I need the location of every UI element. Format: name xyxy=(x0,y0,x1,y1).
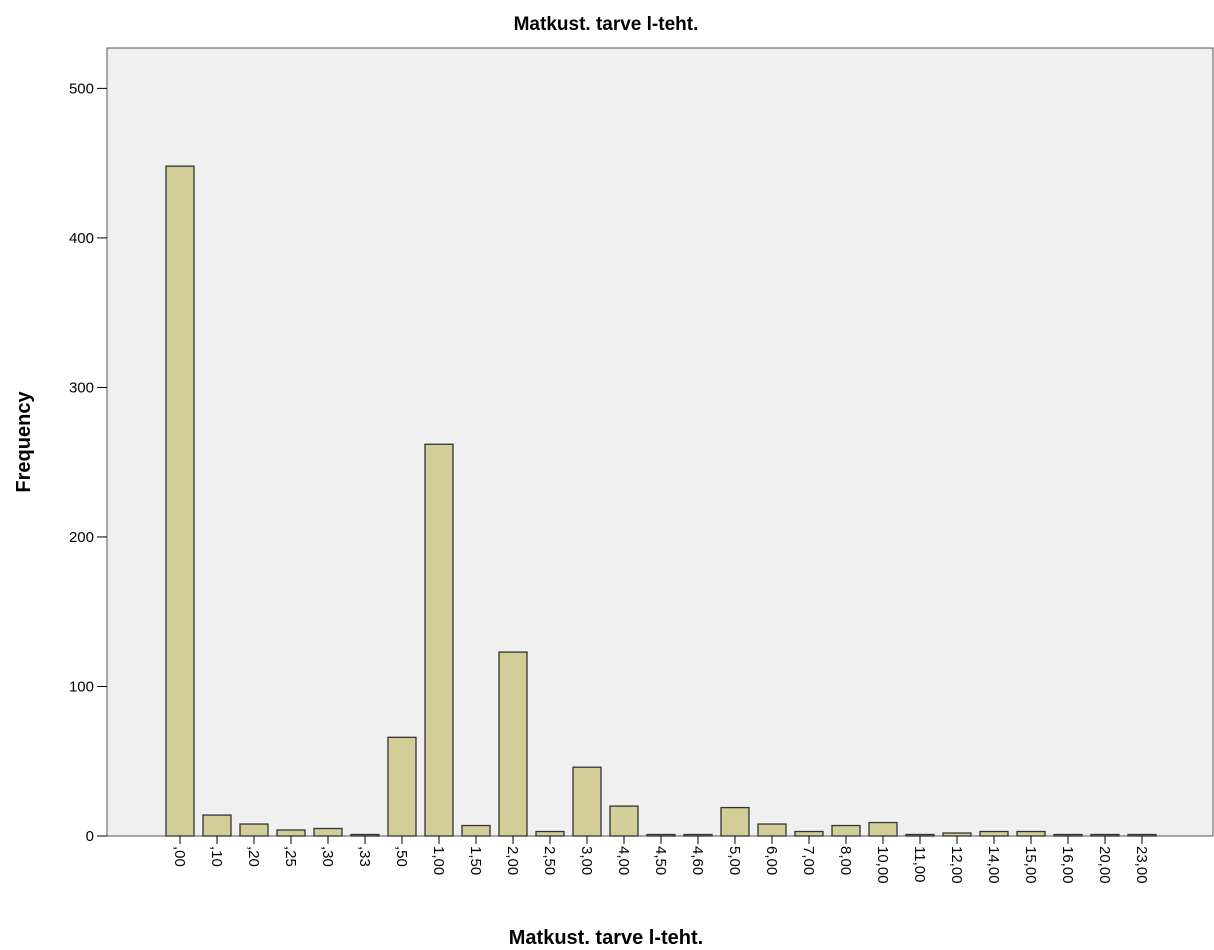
x-axis-title: Matkust. tarve l-teht. xyxy=(509,927,703,949)
x-tick-label: 1,00 xyxy=(430,846,447,875)
x-tick-label: 8,00 xyxy=(837,846,854,875)
bar xyxy=(572,766,602,837)
bar xyxy=(202,814,232,837)
x-tick-label: 4,00 xyxy=(615,846,632,875)
bar xyxy=(905,833,935,837)
bar xyxy=(424,443,454,837)
y-tick-label: 100 xyxy=(69,678,94,695)
x-tick-label: 5,00 xyxy=(726,846,743,875)
bar xyxy=(1090,833,1120,837)
x-tick-label: 10,00 xyxy=(874,846,891,884)
bar xyxy=(165,165,195,837)
bar xyxy=(387,736,417,837)
bar xyxy=(1127,833,1157,837)
x-tick-label: 15,00 xyxy=(1022,846,1039,884)
y-tick-label: 0 xyxy=(86,828,94,845)
bar xyxy=(646,833,676,837)
bar xyxy=(720,806,750,837)
x-tick-label: 4,50 xyxy=(652,846,669,875)
bar xyxy=(942,832,972,837)
x-tick-label: 3,00 xyxy=(578,846,595,875)
x-tick-label: 14,00 xyxy=(985,846,1002,884)
x-tick-label: 12,00 xyxy=(948,846,965,884)
bar xyxy=(461,824,491,837)
x-tick-label: ,33 xyxy=(356,846,373,867)
x-tick-label: ,00 xyxy=(171,846,188,867)
bar xyxy=(239,823,269,837)
x-tick-label: 7,00 xyxy=(800,846,817,875)
x-tick-label: 2,50 xyxy=(541,846,558,875)
x-tick-label: ,30 xyxy=(319,846,336,867)
x-tick-label: 11,00 xyxy=(911,846,928,882)
x-tick-label: 4,60 xyxy=(689,846,706,875)
bar xyxy=(831,824,861,837)
bar xyxy=(757,823,787,837)
bar xyxy=(350,833,380,837)
y-tick-label: 400 xyxy=(69,230,94,247)
x-tick-label: ,25 xyxy=(282,846,299,867)
bar xyxy=(609,805,639,837)
plot-area xyxy=(106,47,1214,837)
x-tick-label: 20,00 xyxy=(1096,846,1113,884)
x-tick-label: ,20 xyxy=(245,846,262,867)
bar xyxy=(313,827,343,837)
x-tick-label: 23,00 xyxy=(1133,846,1150,884)
y-tick-label: 500 xyxy=(69,80,94,97)
bar xyxy=(1016,830,1046,837)
bar xyxy=(979,830,1009,837)
x-tick-label: 2,00 xyxy=(504,846,521,875)
x-tick-label: ,10 xyxy=(208,846,225,867)
x-tick-label: 1,50 xyxy=(467,846,484,875)
bar xyxy=(1053,833,1083,837)
x-tick-label: ,50 xyxy=(393,846,410,867)
bar xyxy=(276,829,306,837)
bar xyxy=(683,833,713,837)
y-tick-label: 300 xyxy=(69,379,94,396)
x-tick-label: 16,00 xyxy=(1059,846,1076,884)
chart-title: Matkust. tarve l-teht. xyxy=(514,14,699,35)
bar xyxy=(498,651,528,837)
y-axis-title: Frequency xyxy=(13,391,35,493)
x-tick-label: 6,00 xyxy=(763,846,780,875)
bar xyxy=(535,830,565,837)
y-tick-label: 200 xyxy=(69,529,94,546)
bar xyxy=(794,830,824,837)
bar xyxy=(868,821,898,837)
